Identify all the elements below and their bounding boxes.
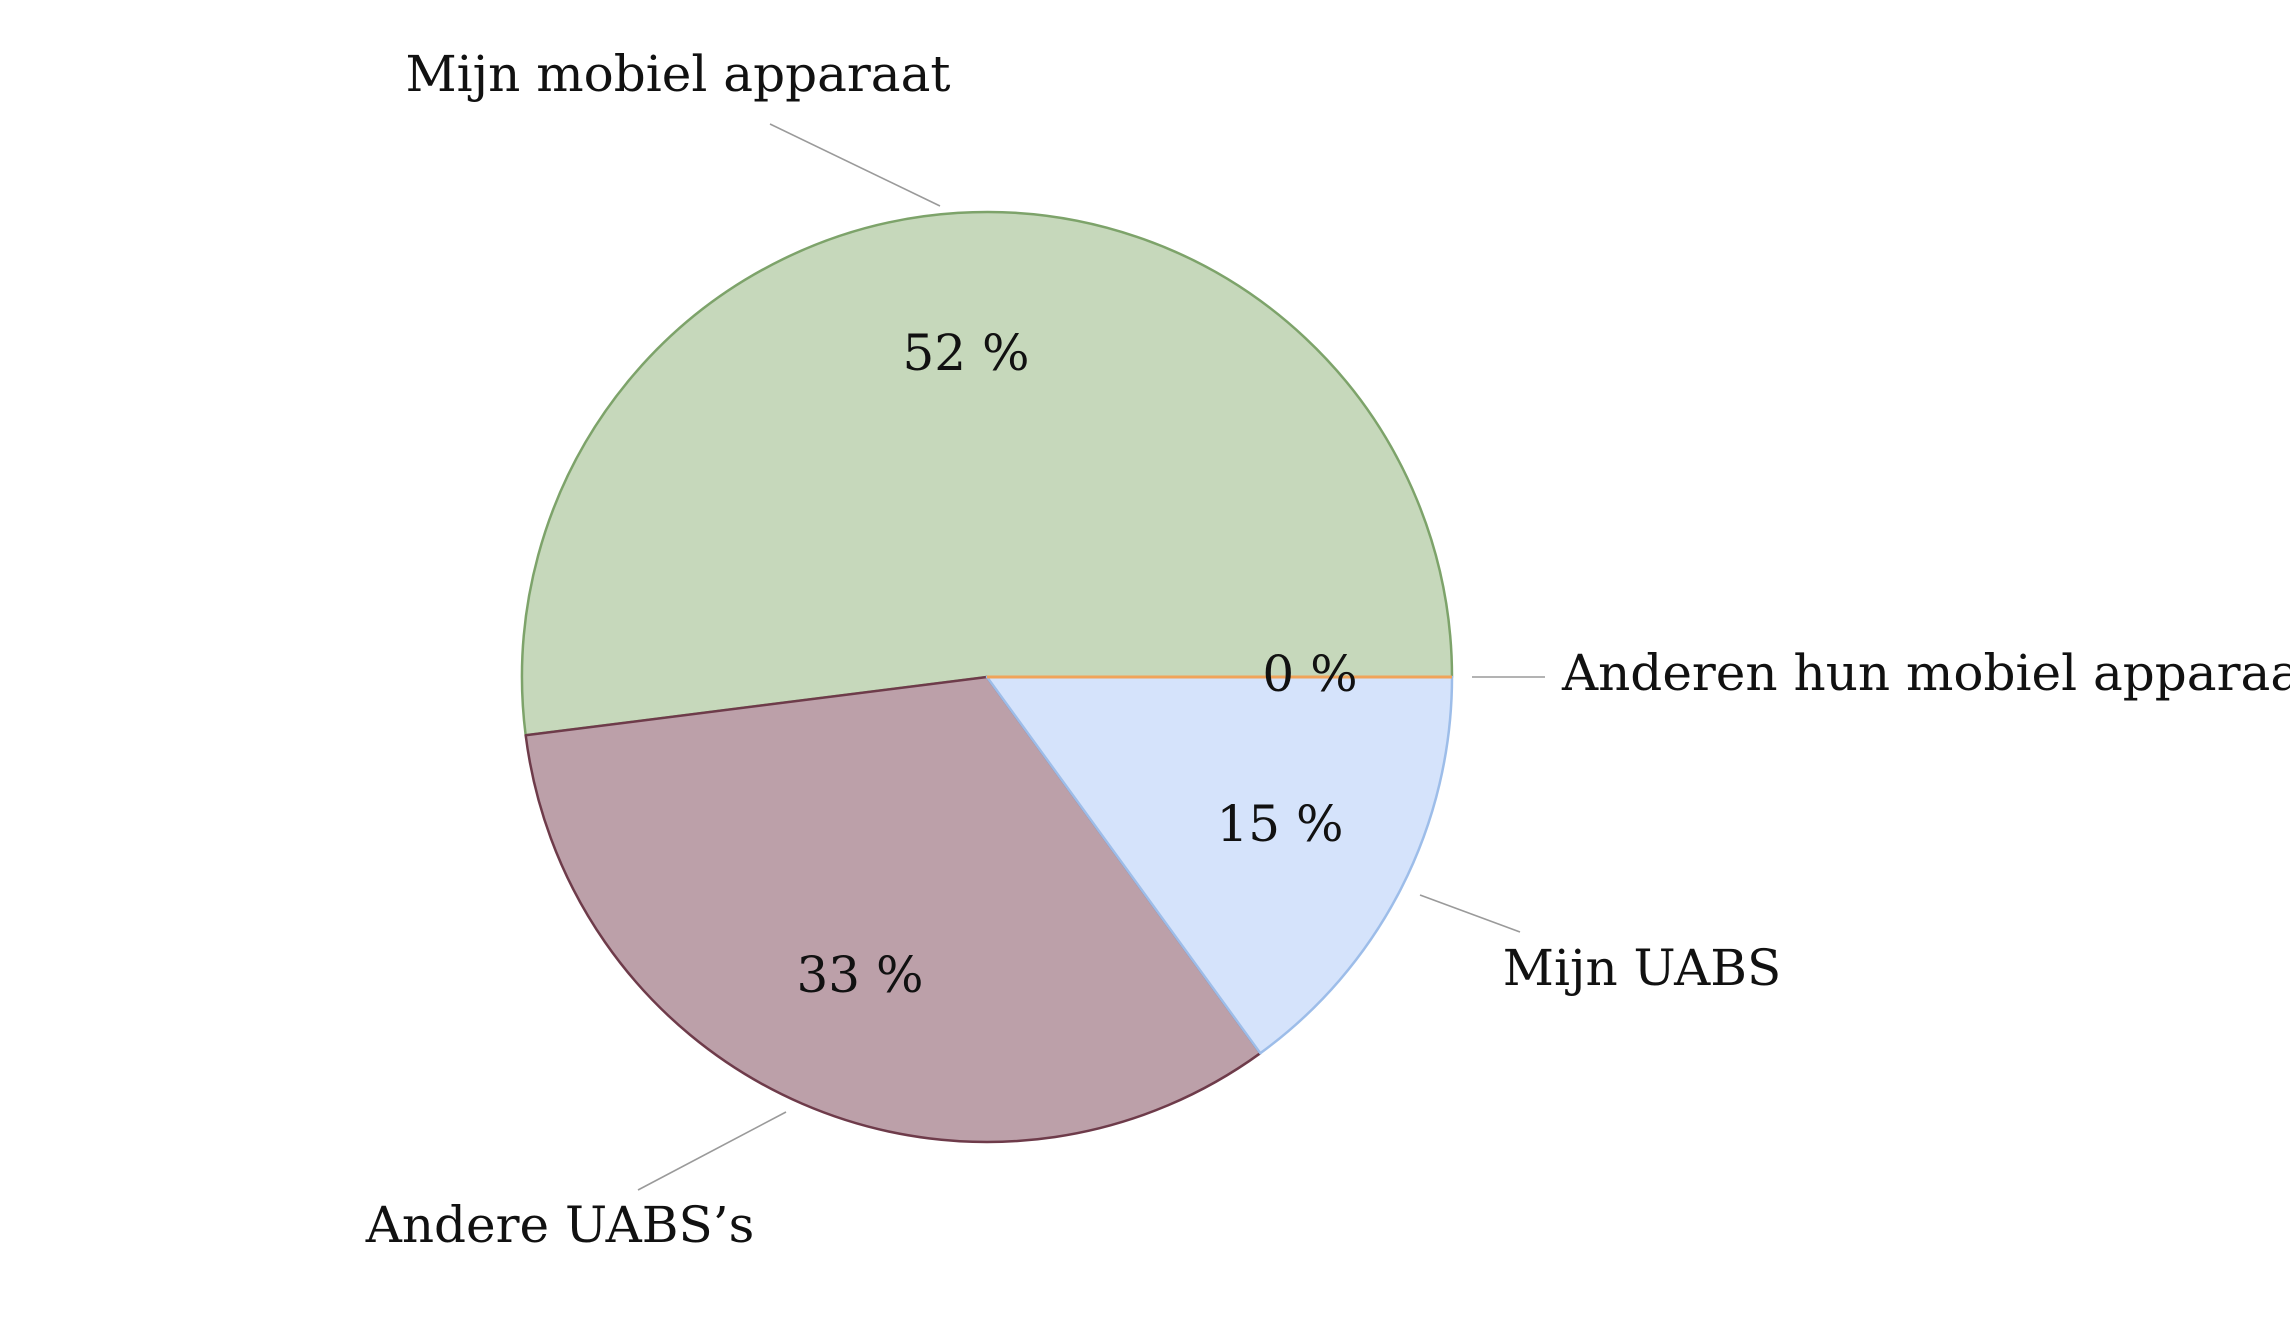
percent-label-mijn-uabs: 15 % — [1216, 795, 1343, 853]
percent-label-anderen-hun-mobiel-apparaat: 0 % — [1262, 645, 1357, 703]
percent-label-mijn-mobiel-apparaat: 52 % — [902, 324, 1029, 382]
pie-slice-mijn-uabs — [985, 675, 1454, 1055]
category-label-mijn-uabs: Mijn UABS — [1503, 939, 1782, 997]
pie-slice-andere-uabs — [524, 675, 1262, 1144]
leader-line-mijn-uabs — [1419, 894, 1521, 933]
leader-line-andere-uabs — [637, 1111, 787, 1191]
category-label-mijn-mobiel-apparaat: Mijn mobiel apparaat — [405, 45, 950, 103]
category-label-andere-uabs: Andere UABS’s — [365, 1196, 755, 1254]
leader-line-mijn-mobiel-apparaat — [769, 123, 941, 207]
pie-slice-mijn-mobiel-apparaat — [520, 210, 1454, 737]
category-label-anderen-hun-mobiel-apparaat: Anderen hun mobiel apparaat — [1561, 644, 2290, 702]
percent-label-andere-uabs: 33 % — [796, 946, 923, 1004]
